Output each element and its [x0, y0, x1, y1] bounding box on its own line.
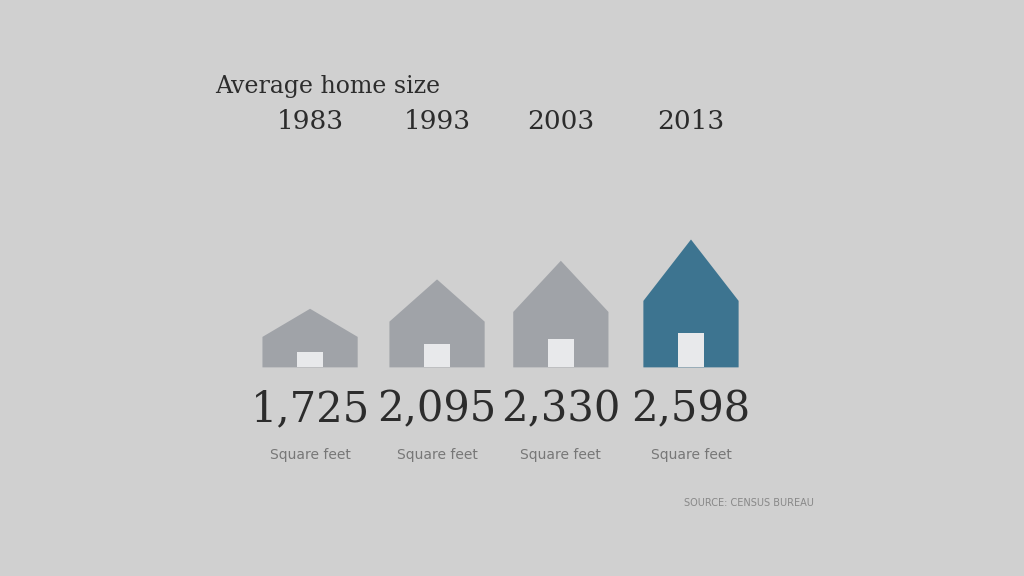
Polygon shape	[513, 261, 608, 367]
Text: 2,598: 2,598	[632, 389, 751, 431]
Bar	[424, 344, 451, 367]
Text: Square feet: Square feet	[269, 448, 350, 463]
Bar	[678, 333, 705, 367]
Bar	[548, 339, 573, 367]
Text: Square feet: Square feet	[396, 448, 477, 463]
Text: 1,725: 1,725	[251, 389, 370, 431]
Text: Square feet: Square feet	[650, 448, 731, 463]
Text: 1993: 1993	[403, 109, 471, 135]
Text: Average home size: Average home size	[215, 75, 440, 98]
Text: 2,095: 2,095	[378, 389, 497, 431]
Text: 2003: 2003	[527, 109, 595, 135]
Text: 2013: 2013	[657, 109, 725, 135]
Polygon shape	[643, 240, 738, 367]
Polygon shape	[262, 309, 357, 367]
Text: 1983: 1983	[276, 109, 344, 135]
Bar	[297, 351, 324, 367]
Text: SOURCE: CENSUS BUREAU: SOURCE: CENSUS BUREAU	[684, 498, 814, 508]
Polygon shape	[389, 279, 484, 367]
Text: Square feet: Square feet	[520, 448, 601, 463]
Text: 2,330: 2,330	[501, 389, 621, 431]
